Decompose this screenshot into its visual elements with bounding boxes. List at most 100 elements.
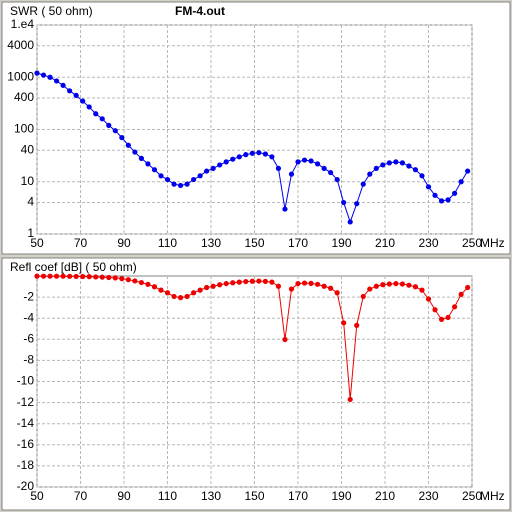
data-point	[373, 165, 379, 172]
y-tick-label: 400	[14, 90, 34, 104]
panel	[1, 257, 511, 511]
y-axis-label: SWR ( 50 ohm)	[10, 4, 93, 18]
y-tick-label: 1	[27, 226, 34, 240]
data-point	[40, 273, 47, 279]
data-point	[367, 171, 373, 177]
data-point	[386, 281, 392, 287]
x-axis-unit: MHz	[480, 236, 505, 250]
data-point	[465, 168, 471, 174]
data-point	[99, 116, 105, 122]
data-point	[73, 92, 79, 98]
y-tick-label: -14	[17, 416, 35, 430]
data-point	[341, 199, 347, 206]
data-point	[301, 280, 308, 286]
data-point	[171, 293, 177, 300]
data-point	[132, 149, 138, 155]
data-point	[256, 150, 262, 156]
data-point	[269, 279, 275, 285]
data-point	[47, 74, 53, 80]
data-point	[308, 158, 314, 164]
data-point	[53, 78, 60, 84]
data-point	[138, 155, 144, 161]
x-tick-label: 110	[158, 489, 177, 503]
data-point	[151, 284, 158, 290]
data-point	[112, 275, 118, 281]
x-tick-label: 230	[418, 236, 438, 250]
data-point	[406, 282, 412, 288]
data-point	[230, 156, 236, 162]
data-point	[93, 274, 99, 280]
data-point	[380, 162, 386, 168]
data-point	[314, 161, 321, 167]
y-tick-label: -10	[17, 374, 35, 388]
data-point	[223, 280, 229, 287]
data-point	[249, 150, 255, 156]
data-point	[204, 168, 210, 174]
data-point	[347, 219, 353, 225]
x-tick-label: 190	[331, 236, 351, 250]
data-point	[236, 154, 242, 160]
data-point	[171, 181, 177, 187]
x-tick-label: 110	[158, 236, 177, 250]
data-point	[86, 274, 92, 280]
data-point	[145, 281, 151, 287]
data-point	[452, 190, 458, 196]
data-point	[360, 293, 366, 300]
x-tick-label: 190	[331, 489, 351, 503]
x-tick-label: 70	[74, 236, 88, 250]
data-point	[230, 280, 236, 286]
data-point	[125, 142, 131, 148]
data-point	[145, 161, 151, 167]
data-point	[282, 206, 288, 212]
y-tick-label: -2	[23, 289, 34, 303]
data-point	[321, 165, 327, 172]
x-tick-label: 250	[462, 236, 482, 250]
data-point	[275, 165, 282, 172]
y-tick-label: -12	[17, 395, 35, 409]
data-point	[210, 283, 216, 289]
data-point	[132, 278, 138, 284]
data-point	[432, 192, 438, 198]
data-point	[321, 283, 327, 289]
data-point	[256, 278, 262, 284]
data-point	[269, 154, 275, 160]
y-tick-label: -4	[23, 310, 34, 324]
data-point	[425, 296, 432, 302]
data-point	[354, 322, 360, 328]
data-point	[438, 198, 445, 204]
data-point	[236, 279, 242, 285]
data-point	[93, 111, 99, 117]
y-tick-label: -16	[17, 437, 35, 451]
data-point	[354, 201, 360, 207]
x-tick-label: 170	[288, 236, 308, 250]
x-tick-label: 230	[418, 489, 438, 503]
data-point	[282, 336, 288, 343]
y-tick-label: 100	[14, 122, 34, 136]
data-point	[158, 173, 164, 179]
data-point	[191, 176, 197, 183]
data-point	[393, 280, 399, 287]
x-tick-label: 250	[462, 489, 482, 503]
y-axis-label: Refl coef [dB] ( 50 ohm)	[10, 260, 137, 274]
x-tick-label: 210	[375, 236, 395, 250]
data-point	[393, 159, 399, 165]
data-point	[243, 152, 249, 158]
data-point	[360, 181, 366, 187]
data-point	[412, 284, 419, 290]
data-point	[288, 286, 295, 292]
data-point	[80, 273, 86, 280]
x-tick-label: 90	[117, 236, 131, 250]
data-point	[119, 134, 125, 141]
data-point	[438, 316, 445, 322]
data-point	[204, 284, 210, 291]
data-point	[60, 273, 66, 279]
panel	[1, 1, 511, 255]
data-point	[119, 276, 125, 282]
data-point	[419, 287, 425, 293]
x-tick-label: 50	[30, 489, 44, 503]
data-point	[328, 285, 334, 291]
y-tick-label: 4000	[7, 38, 34, 52]
x-tick-label: 50	[30, 236, 44, 250]
data-point	[399, 160, 405, 166]
data-point	[184, 181, 190, 187]
